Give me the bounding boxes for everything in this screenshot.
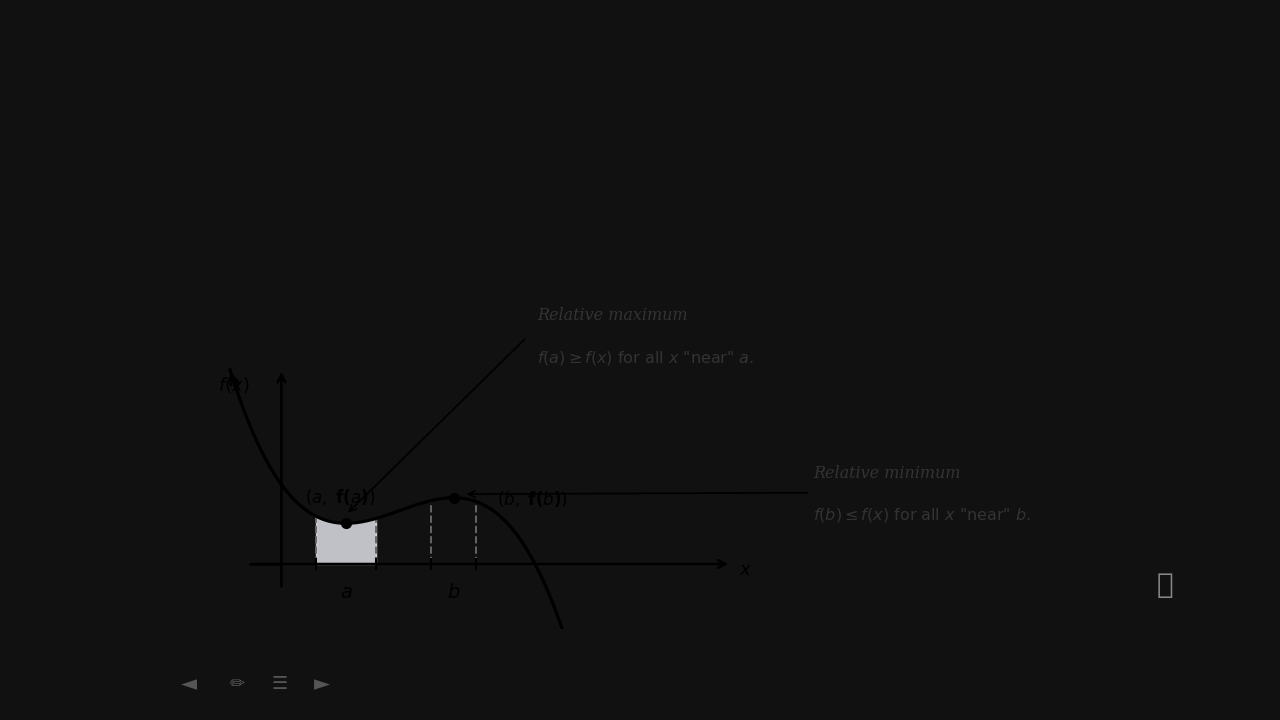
Text: $f(x)$: $f(x)$: [219, 374, 250, 395]
Text: ►: ►: [314, 674, 330, 694]
Text: A relative minimum (or minima) occurs at $\mathit{x{=}a}$ when $f(a) \leq f(x)$ : A relative minimum (or minima) occurs at…: [202, 193, 905, 215]
Text: x “near” a. A relative maximum (or maxima) occurs at $\mathit{x{=}a}$ when: x “near” a. A relative maximum (or maxim…: [202, 233, 869, 253]
Text: ◄: ◄: [182, 674, 197, 694]
Text: $f(a) \geq f(x)$ for all x \u201cnear\u201d a.: $f(a) \geq f(x)$ for all x \u201cnear\u2…: [202, 272, 596, 293]
Text: DETERMINE RELATIVE MINIMA: DETERMINE RELATIVE MINIMA: [202, 17, 906, 58]
Text: $(a,\ \mathbf{f(}a\mathbf{)})$: $(a,\ \mathbf{f(}a\mathbf{)})$: [305, 487, 375, 508]
Text: ☰: ☰: [271, 675, 288, 693]
Text: $(b,\ \mathbf{f(}b\mathbf{)})$: $(b,\ \mathbf{f(}b\mathbf{)})$: [497, 489, 568, 509]
Text: $a$: $a$: [339, 582, 352, 602]
Text: 📷: 📷: [1157, 571, 1172, 599]
Text: AND MAXIMA OF A FUNCTION: AND MAXIMA OF A FUNCTION: [202, 95, 896, 137]
Text: $f(a) \geq f(x)$ for all $x$ "near" $a.$: $f(a) \geq f(x)$ for all $x$ "near" $a.$: [538, 348, 754, 366]
Text: Relative maximum: Relative maximum: [538, 307, 687, 324]
Text: $b$: $b$: [447, 582, 461, 602]
Text: $x$: $x$: [739, 561, 753, 579]
Text: $f(b) \leq f(x)$ for all $x$ "near" $b.$: $f(b) \leq f(x)$ for all $x$ "near" $b.$: [813, 506, 1032, 524]
Text: ✏: ✏: [229, 675, 244, 693]
Text: Relative minimum: Relative minimum: [813, 464, 961, 482]
